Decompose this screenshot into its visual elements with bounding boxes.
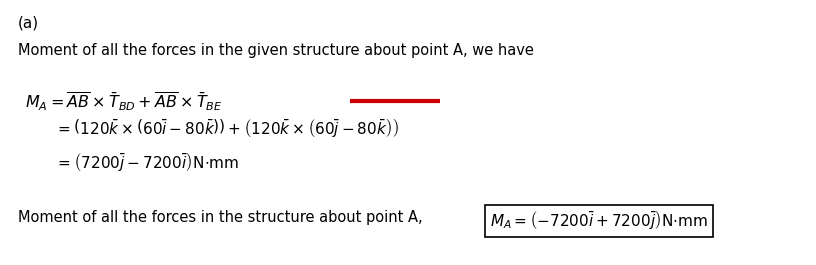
Text: $= \left(7200\bar{j}-7200\bar{i}\right)\mathrm{N{\cdot}mm}$: $= \left(7200\bar{j}-7200\bar{i}\right)\… <box>55 152 239 174</box>
Text: (a): (a) <box>18 15 39 30</box>
Text: $M_{A} = \overline{AB}\times\bar{T}_{BD} + \overline{AB}\times\bar{T}_{BE}$: $M_{A} = \overline{AB}\times\bar{T}_{BD}… <box>25 90 223 113</box>
Text: Moment of all the forces in the given structure about point A, we have: Moment of all the forces in the given st… <box>18 43 534 58</box>
Text: Moment of all the forces in the structure about point A,: Moment of all the forces in the structur… <box>18 210 423 225</box>
Text: $M_{A}=\left(-7200\bar{i}+7200\bar{j}\right)\mathrm{N{\cdot}mm}$: $M_{A}=\left(-7200\bar{i}+7200\bar{j}\ri… <box>490 210 708 232</box>
Text: $= \left(120\bar{k}\times\left(60\bar{i}-80\bar{k}\right)\right)+\left(120\bar{k: $= \left(120\bar{k}\times\left(60\bar{i}… <box>55 118 399 140</box>
